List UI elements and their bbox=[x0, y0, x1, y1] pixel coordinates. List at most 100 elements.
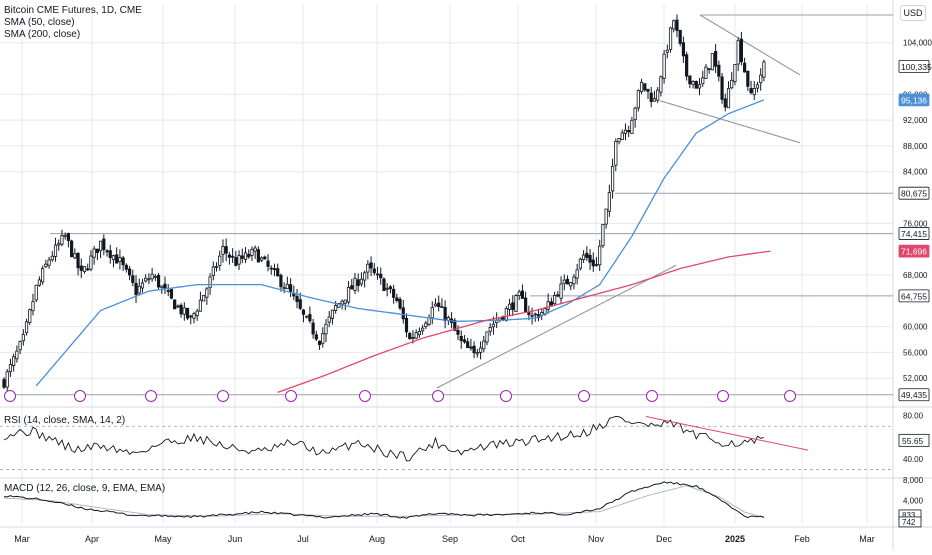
candle bbox=[736, 40, 740, 65]
candle bbox=[163, 283, 167, 289]
candle bbox=[288, 284, 293, 292]
candle bbox=[395, 297, 399, 301]
candle bbox=[398, 298, 402, 309]
candle bbox=[427, 317, 431, 325]
candle bbox=[549, 301, 554, 306]
candle bbox=[166, 290, 170, 292]
candle bbox=[630, 119, 634, 134]
candle bbox=[363, 272, 367, 281]
candle bbox=[327, 316, 331, 323]
candle bbox=[636, 90, 640, 109]
candle bbox=[21, 334, 25, 342]
candle bbox=[546, 301, 550, 310]
trendline-upper bbox=[699, 14, 801, 76]
candle bbox=[411, 336, 415, 339]
candle bbox=[221, 246, 225, 255]
time-axis-label: Oct bbox=[511, 534, 526, 544]
candle bbox=[440, 306, 444, 309]
candle bbox=[102, 238, 106, 250]
candle bbox=[466, 341, 470, 349]
sma50-line bbox=[35, 99, 765, 387]
candle bbox=[192, 313, 196, 319]
candle bbox=[66, 233, 70, 241]
candle bbox=[417, 330, 421, 336]
candle bbox=[28, 309, 32, 323]
candle bbox=[755, 84, 760, 89]
candle bbox=[140, 282, 145, 289]
candle bbox=[369, 262, 373, 269]
rsi-tick-label: 40.00 bbox=[903, 455, 924, 464]
candle bbox=[240, 255, 244, 259]
candle bbox=[379, 273, 383, 279]
candle bbox=[382, 278, 386, 292]
candle bbox=[150, 273, 154, 280]
candle bbox=[475, 352, 479, 355]
candle bbox=[707, 68, 711, 70]
candle bbox=[5, 371, 9, 388]
macd-signal-box bbox=[898, 516, 922, 528]
candle bbox=[330, 309, 335, 319]
candle bbox=[214, 266, 219, 268]
candle bbox=[34, 284, 38, 301]
currency-button[interactable]: USD bbox=[900, 5, 926, 21]
price-label: 95,136 bbox=[901, 95, 927, 105]
trendline-lower bbox=[659, 100, 801, 144]
candle bbox=[298, 299, 302, 309]
candle bbox=[585, 252, 589, 258]
candle bbox=[594, 264, 599, 266]
candle bbox=[169, 288, 174, 299]
candle bbox=[530, 314, 534, 317]
candle bbox=[511, 302, 515, 311]
time-axis-label: 2025 bbox=[725, 534, 745, 544]
candle bbox=[469, 346, 473, 349]
candle bbox=[95, 248, 99, 253]
candle bbox=[717, 64, 721, 77]
event-marker-icon bbox=[784, 390, 796, 402]
candle bbox=[57, 243, 61, 246]
candle bbox=[488, 326, 492, 332]
candle bbox=[256, 249, 260, 263]
event-marker-icon bbox=[285, 390, 297, 402]
candle bbox=[346, 287, 351, 303]
candle bbox=[392, 288, 396, 298]
candle bbox=[308, 314, 312, 322]
candle bbox=[704, 66, 708, 79]
candle bbox=[730, 79, 734, 89]
candle bbox=[53, 244, 58, 257]
candle bbox=[420, 327, 425, 332]
candle bbox=[675, 19, 679, 31]
candle bbox=[153, 275, 157, 278]
candle bbox=[259, 257, 264, 261]
candle bbox=[272, 268, 277, 271]
candle bbox=[726, 88, 731, 109]
candle bbox=[321, 333, 325, 344]
candle bbox=[359, 278, 364, 285]
candle bbox=[105, 250, 109, 253]
candle bbox=[12, 356, 16, 367]
rsi-value: 55.65 bbox=[902, 436, 924, 446]
legend: Bitcoin CME Futures, 1D, CME SMA (50, cl… bbox=[4, 5, 142, 41]
candle bbox=[41, 268, 45, 283]
candle bbox=[189, 315, 193, 318]
candle bbox=[408, 333, 412, 340]
candle bbox=[224, 246, 228, 254]
candle bbox=[340, 300, 344, 305]
event-marker-icon bbox=[145, 390, 157, 402]
candle bbox=[182, 307, 186, 315]
macd-line bbox=[3, 481, 765, 519]
event-marker-icon bbox=[432, 390, 444, 402]
candle bbox=[176, 305, 180, 308]
candle bbox=[115, 254, 119, 264]
candle bbox=[366, 263, 370, 273]
event-marker-icon bbox=[500, 390, 512, 402]
candle bbox=[285, 283, 289, 290]
candle bbox=[173, 299, 177, 310]
candle bbox=[701, 77, 705, 85]
price-label-box bbox=[898, 388, 930, 402]
candle bbox=[247, 253, 251, 258]
candle bbox=[643, 83, 647, 91]
candle bbox=[694, 80, 698, 89]
candle bbox=[253, 247, 257, 252]
candle bbox=[305, 315, 309, 318]
